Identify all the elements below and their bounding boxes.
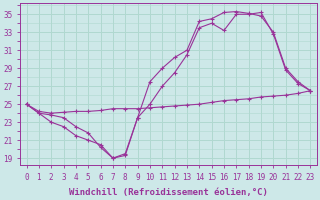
X-axis label: Windchill (Refroidissement éolien,°C): Windchill (Refroidissement éolien,°C) xyxy=(69,188,268,197)
